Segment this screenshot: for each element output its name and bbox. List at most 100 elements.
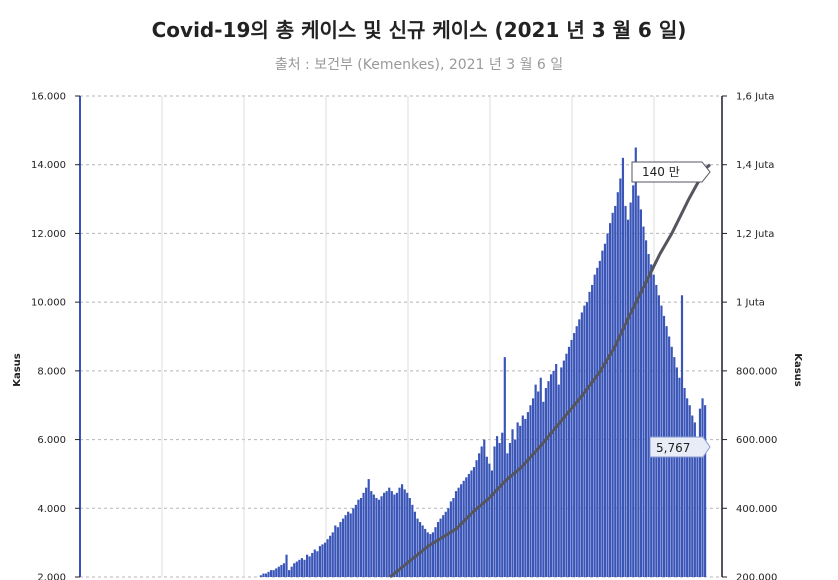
left-y-ticks: 2.000 4.000 6.000 8.000 10.000 12.000 14.000 16… <box>31 92 80 580</box>
bar <box>470 470 473 577</box>
left-tick-label: 14.000 <box>31 160 66 171</box>
bar <box>496 436 499 577</box>
bar <box>624 205 627 577</box>
bar <box>460 484 463 577</box>
bar <box>462 480 465 577</box>
bar <box>480 446 483 577</box>
bar <box>270 570 273 577</box>
bar <box>539 377 542 577</box>
bar <box>311 552 314 577</box>
bar <box>701 398 704 577</box>
bar <box>531 398 535 577</box>
bar <box>549 374 553 577</box>
bar <box>611 212 614 577</box>
bar <box>626 219 630 577</box>
bar <box>488 463 491 577</box>
bar <box>585 302 589 577</box>
bar <box>413 511 417 577</box>
new-cases-annotation-box <box>649 436 711 458</box>
bar <box>449 501 452 577</box>
bar <box>526 412 530 577</box>
new-cases-annotation-text: 5,767 <box>656 441 690 455</box>
bar <box>403 489 406 577</box>
bar <box>683 388 686 577</box>
bar <box>385 491 388 577</box>
bar <box>303 559 306 577</box>
bar <box>704 405 707 577</box>
bar <box>323 542 327 577</box>
bar <box>557 384 560 577</box>
bar <box>693 422 696 577</box>
bar <box>308 556 311 577</box>
bar <box>565 353 568 577</box>
bar <box>388 487 391 577</box>
bar <box>673 357 676 577</box>
bar <box>503 357 506 577</box>
right-y-ticks: 200.000 400.000 600.000 800.000 1 Juta 1,2 Ju… <box>722 92 777 580</box>
right-tick-label: 400.000 <box>736 504 777 515</box>
bar <box>642 226 645 577</box>
bar <box>501 432 504 577</box>
bar <box>293 563 296 577</box>
bar <box>344 515 347 577</box>
bar <box>339 522 342 577</box>
bar <box>524 418 527 577</box>
bar <box>416 518 419 577</box>
bar <box>264 573 268 577</box>
left-tick-label: 16.000 <box>31 92 66 103</box>
bar <box>316 551 319 577</box>
bar <box>357 499 360 577</box>
bar <box>300 558 304 577</box>
bar <box>370 491 373 577</box>
bar <box>511 429 514 577</box>
bar <box>598 260 601 577</box>
bar <box>282 563 286 577</box>
right-tick-label: 800.000 <box>736 366 777 377</box>
left-axis-title: Kasus <box>12 353 23 387</box>
bar <box>698 408 702 577</box>
bar <box>537 391 540 577</box>
bar <box>634 147 637 578</box>
bar <box>275 568 278 577</box>
bar <box>452 497 455 577</box>
bar <box>280 564 283 577</box>
bar <box>285 554 288 577</box>
chart-subtitle: 출처 : 보건부 (Kemenkes), 2021 년 3 월 6 일 <box>274 57 564 73</box>
chart-title: Covid-19의 총 케이스 및 신규 케이스 (2021 년 3 월 6 일… <box>151 18 687 42</box>
bar <box>426 532 429 577</box>
bar <box>614 205 617 577</box>
bar <box>431 532 434 577</box>
bar <box>542 401 545 577</box>
bar <box>267 571 270 577</box>
bar <box>490 470 494 577</box>
bar <box>475 460 478 577</box>
bar <box>305 554 309 577</box>
left-tick-label: 10.000 <box>31 298 66 309</box>
bar <box>313 549 316 577</box>
bar <box>519 425 522 577</box>
bar <box>334 525 337 577</box>
bar <box>444 511 447 577</box>
bar <box>380 496 383 577</box>
bar <box>411 504 414 577</box>
bar <box>367 479 370 577</box>
bar <box>465 477 468 577</box>
bar <box>336 527 339 577</box>
bar <box>652 274 655 577</box>
bar <box>686 398 689 577</box>
bar <box>678 377 681 577</box>
bar <box>472 467 476 577</box>
bar <box>603 243 607 578</box>
bar <box>454 491 458 577</box>
bar <box>436 522 440 577</box>
bar <box>329 535 332 577</box>
bar <box>262 573 265 577</box>
bar <box>434 527 437 577</box>
bar <box>485 456 488 577</box>
bar <box>547 381 550 577</box>
total-annotation-box <box>631 161 711 183</box>
bar <box>578 319 581 577</box>
total-cases-line <box>389 163 711 579</box>
bar <box>290 566 293 577</box>
bar <box>272 570 275 577</box>
